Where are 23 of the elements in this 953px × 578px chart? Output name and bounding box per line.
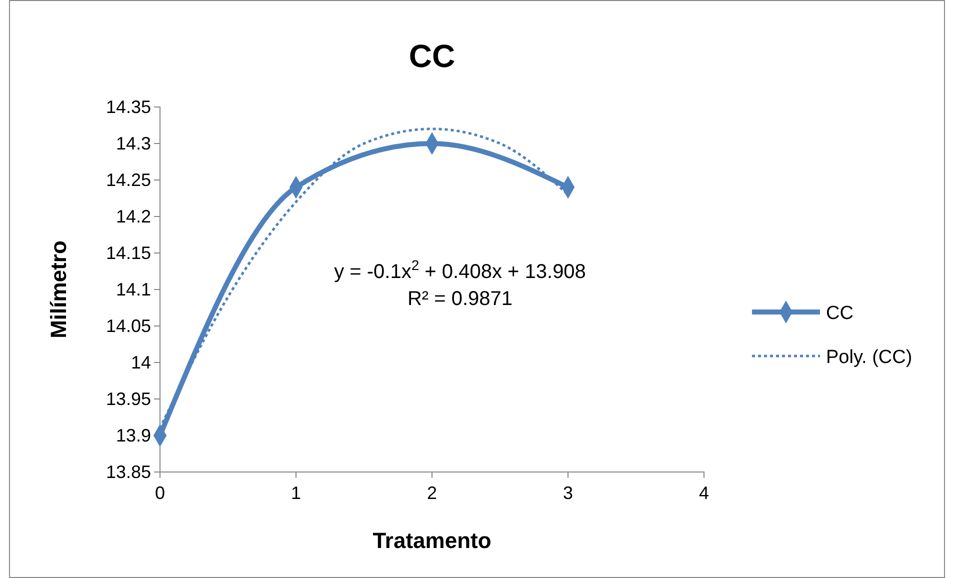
- y-tick-label: 13.85: [106, 462, 151, 482]
- x-tick-label: 3: [562, 483, 574, 503]
- y-tick-label: 14.25: [106, 170, 151, 190]
- legend-label: CC: [826, 303, 854, 324]
- x-tick-label: 2: [426, 483, 438, 503]
- y-tick-label: 14.15: [106, 242, 151, 263]
- y-axis-title: Milímetro: [46, 240, 71, 338]
- legend-label: Poly. (CC): [826, 347, 912, 368]
- y-tick-label: 14: [130, 352, 151, 372]
- x-tick-label: 0: [154, 483, 166, 503]
- y-tick-label: 13.9: [116, 425, 151, 446]
- y-tick-label: 14.1: [116, 279, 151, 300]
- y-tick-label: 14.3: [116, 133, 151, 154]
- x-tick-label: 4: [698, 483, 710, 503]
- y-tick-label: 14.05: [106, 316, 151, 336]
- y-tick-label: 13.95: [106, 388, 151, 409]
- y-tick-label: 14.35: [106, 96, 151, 117]
- x-tick-label: 1: [290, 483, 302, 503]
- x-axis-title: Tratamento: [372, 528, 492, 553]
- annotation: R² = 0.9871: [407, 288, 513, 310]
- annotation: y = -0.1x$^{2}$ + 0.408x + 13.908: [334, 257, 586, 283]
- chart-title: CC: [408, 38, 456, 74]
- y-tick-label: 14.2: [116, 206, 151, 226]
